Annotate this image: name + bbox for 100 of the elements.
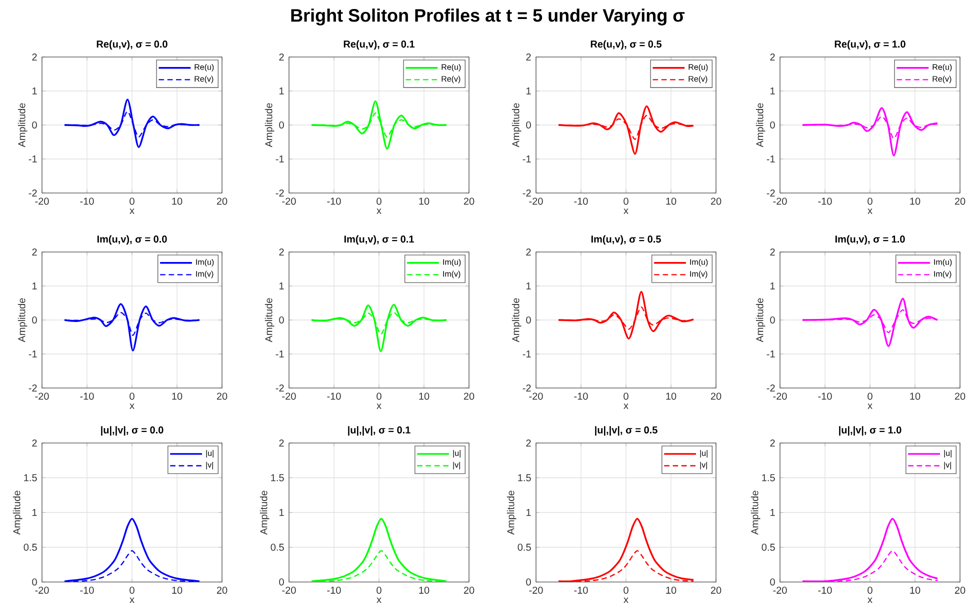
legend-label: Im(u) — [196, 258, 214, 266]
y-tick-label: -1 — [522, 350, 531, 358]
x-tick-label: -10 — [818, 198, 832, 205]
y-tick-label: 1 — [526, 509, 531, 516]
y-tick-label: -1 — [276, 156, 284, 162]
y-axis-title: Amplitude — [18, 298, 28, 342]
x-tick-label: 0 — [868, 392, 872, 400]
legend-label: Re(u) — [688, 64, 708, 72]
x-tick-label: -20 — [773, 586, 787, 594]
x-axis-title: x — [130, 404, 134, 409]
y-tick-label: 1 — [770, 88, 775, 94]
y-tick-label: 2 — [770, 440, 775, 446]
y-tick-label: 0 — [526, 316, 531, 324]
y-tick-label: 2 — [279, 440, 284, 446]
y-tick-label: 0 — [279, 121, 284, 129]
chart-title: Im(u,v), σ = 1.0 — [835, 235, 905, 245]
x-tick-label: 20 — [954, 198, 966, 205]
y-tick-label: -2 — [766, 190, 775, 196]
x-axis-title: x — [624, 598, 628, 603]
y-tick-label: 1 — [279, 88, 284, 94]
y-tick-label: 2 — [32, 440, 37, 446]
x-tick-label: 20 — [216, 586, 228, 594]
legend-label: Re(v) — [194, 76, 214, 84]
x-tick-label: 0 — [130, 392, 134, 400]
x-tick-label: -20 — [35, 392, 49, 400]
y-tick-label: -2 — [522, 190, 531, 196]
x-axis-title: x — [376, 598, 382, 603]
legend-label: Re(v) — [932, 76, 952, 84]
x-tick-label: -10 — [327, 586, 341, 594]
x-tick-label: -10 — [327, 392, 341, 400]
legend-label: |v| — [700, 462, 707, 470]
x-axis-title: x — [624, 208, 628, 214]
legend-label: Re(v) — [442, 76, 460, 84]
x-tick-label: 10 — [910, 198, 920, 205]
y-tick-label: 1 — [770, 509, 775, 516]
legend-label: |v| — [206, 462, 213, 470]
x-tick-label: 10 — [419, 198, 430, 205]
x-tick-label: 0 — [376, 392, 382, 400]
y-axis-title: Amplitude — [260, 490, 270, 535]
y-axis-title: Amplitude — [750, 490, 760, 535]
legend-label: Re(u) — [442, 64, 461, 72]
chart-title: Re(u,v), σ = 0.5 — [590, 40, 662, 50]
y-tick-label: 1 — [279, 282, 284, 290]
y-axis-title: Amplitude — [264, 298, 274, 342]
chart-title: Re(u,v), σ = 0.0 — [96, 40, 168, 50]
y-tick-label: 0 — [526, 578, 531, 586]
legend-label: Im(u) — [690, 258, 708, 266]
legend-label: |v| — [453, 462, 460, 470]
y-axis-title: Amplitude — [264, 103, 274, 148]
x-tick-label: -10 — [574, 586, 588, 594]
y-axis-title: Amplitude — [12, 490, 22, 535]
legend-label: Re(v) — [688, 76, 708, 84]
x-tick-label: 0 — [868, 198, 872, 205]
text: Bright Soliton Profiles at t = 5 under Varying σ — [291, 8, 685, 26]
x-tick-label: 20 — [710, 392, 722, 400]
x-tick-label: 0 — [868, 586, 872, 594]
x-tick-label: 20 — [710, 198, 722, 205]
x-axis-title: x — [376, 404, 382, 409]
x-tick-label: 0 — [624, 586, 628, 594]
x-tick-label: 0 — [376, 586, 382, 594]
x-axis-title: x — [868, 208, 872, 214]
chart-title: |u|,|v|, σ = 0.0 — [101, 426, 164, 436]
chart-title: Im(u,v), σ = 0.5 — [591, 235, 661, 245]
y-tick-label: 0 — [526, 121, 531, 129]
x-tick-label: 20 — [954, 392, 966, 400]
y-tick-label: -2 — [522, 384, 531, 392]
x-tick-label: -20 — [529, 586, 543, 594]
y-tick-label: 2 — [526, 54, 531, 60]
chart-title: Re(u,v), σ = 0.1 — [344, 40, 415, 50]
x-axis-title: x — [376, 208, 382, 214]
legend-label: Im(v) — [443, 270, 460, 278]
y-tick-label: -1 — [28, 350, 37, 358]
x-tick-label: 10 — [666, 586, 676, 594]
y-axis-title: Amplitude — [512, 103, 522, 148]
chart-title: Im(u,v), σ = 0.1 — [344, 235, 414, 245]
y-axis-title: Amplitude — [512, 298, 522, 342]
y-tick-label: 2 — [279, 54, 284, 60]
legend-label: Im(v) — [196, 270, 214, 278]
x-axis-title: x — [130, 208, 134, 214]
y-tick-label: -2 — [276, 384, 284, 392]
y-tick-label: -2 — [28, 190, 37, 196]
legend-label: Im(u) — [443, 258, 461, 266]
y-axis-title: Amplitude — [18, 103, 28, 148]
y-tick-label: 0.5 — [518, 544, 531, 551]
y-tick-label: 1.5 — [271, 474, 284, 482]
x-axis-title: x — [130, 598, 134, 603]
y-tick-label: 0 — [770, 578, 775, 586]
y-tick-label: -2 — [766, 384, 775, 392]
x-tick-label: 0 — [130, 198, 134, 205]
x-tick-label: 10 — [172, 392, 182, 400]
x-tick-label: -20 — [529, 198, 543, 205]
chart-title: Im(u,v), σ = 0.0 — [97, 235, 167, 245]
x-tick-label: 20 — [216, 392, 228, 400]
x-tick-label: 0 — [130, 586, 134, 594]
x-tick-label: 10 — [172, 198, 182, 205]
y-tick-label: -1 — [522, 156, 531, 162]
legend-label: |v| — [944, 462, 951, 470]
x-tick-label: 10 — [910, 586, 920, 594]
y-tick-label: -2 — [276, 190, 284, 196]
y-tick-label: 0 — [279, 316, 284, 324]
